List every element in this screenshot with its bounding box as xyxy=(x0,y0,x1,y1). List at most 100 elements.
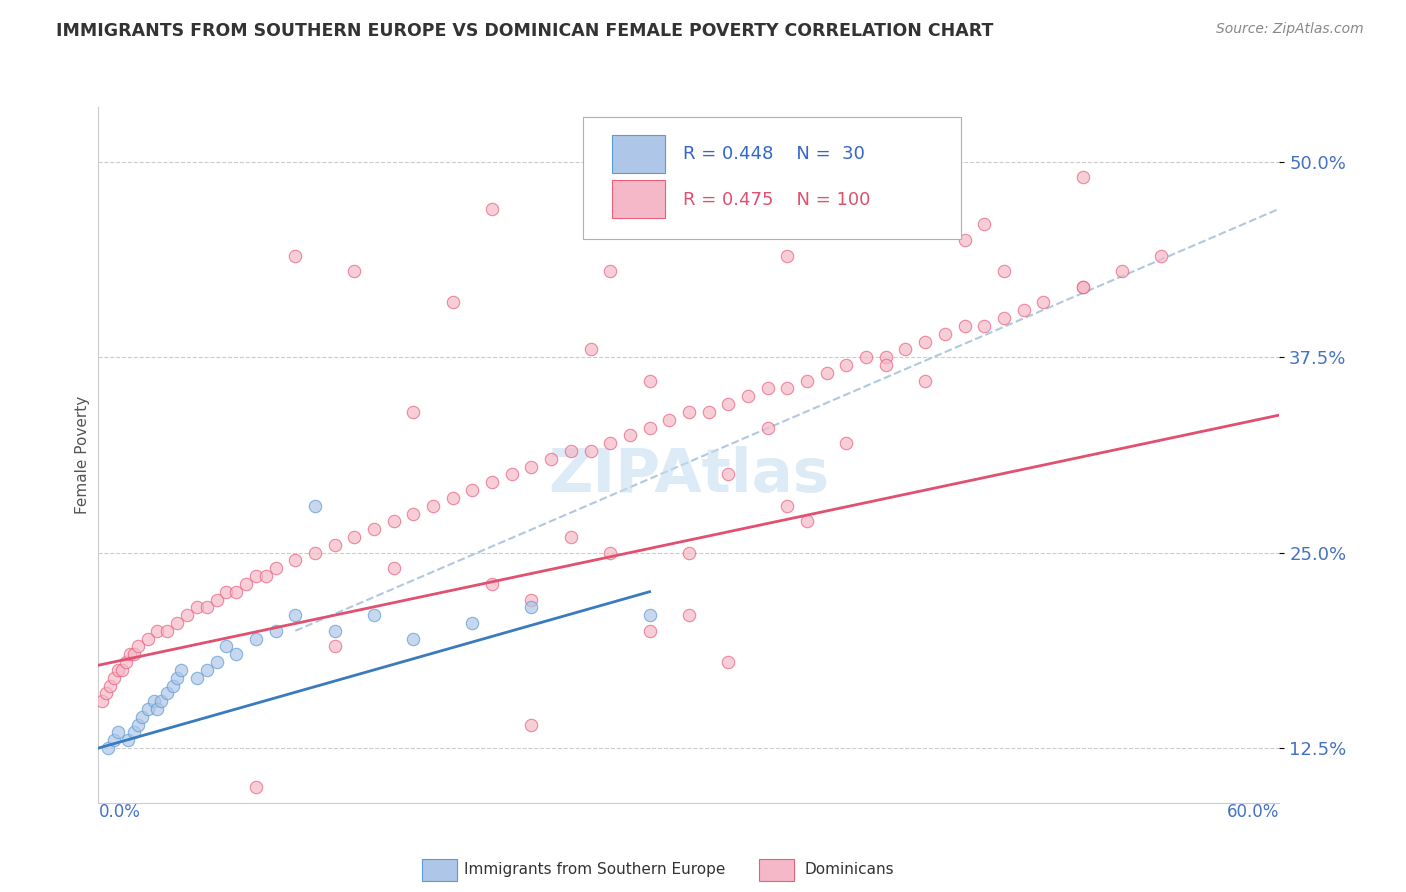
Point xyxy=(150,694,173,708)
Point xyxy=(894,343,917,357)
Point xyxy=(284,249,307,263)
Text: Dominicans: Dominicans xyxy=(804,863,894,877)
Point xyxy=(756,382,779,396)
Point xyxy=(973,217,995,231)
Point xyxy=(776,499,799,513)
Point xyxy=(756,420,779,434)
Point xyxy=(162,679,184,693)
Point xyxy=(284,553,307,567)
Point xyxy=(103,733,125,747)
Point xyxy=(678,405,700,419)
Point xyxy=(599,436,621,450)
Point xyxy=(343,530,366,544)
Text: Immigrants from Southern Europe: Immigrants from Southern Europe xyxy=(464,863,725,877)
Point xyxy=(323,624,346,638)
Point xyxy=(304,546,326,560)
Point xyxy=(835,436,858,450)
Point xyxy=(142,694,165,708)
Point xyxy=(658,413,681,427)
Point xyxy=(520,717,543,731)
Point xyxy=(107,725,129,739)
Point xyxy=(323,640,346,654)
Point xyxy=(1111,264,1133,278)
Point xyxy=(776,249,799,263)
Point xyxy=(579,444,602,458)
Text: 0.0%: 0.0% xyxy=(98,803,141,821)
Point xyxy=(855,350,877,364)
Point xyxy=(520,592,543,607)
Point xyxy=(540,451,562,466)
Point xyxy=(1071,280,1094,294)
Point xyxy=(382,561,405,575)
Point xyxy=(304,499,326,513)
Point xyxy=(934,326,956,341)
Point xyxy=(520,459,543,474)
Point xyxy=(973,318,995,333)
Point xyxy=(520,600,543,615)
Point xyxy=(481,475,503,490)
Point xyxy=(215,640,238,654)
Point xyxy=(638,374,661,388)
FancyBboxPatch shape xyxy=(612,180,665,219)
Point xyxy=(170,663,193,677)
Point xyxy=(186,600,208,615)
Point xyxy=(195,663,218,677)
Point xyxy=(717,655,740,669)
Point xyxy=(835,186,858,200)
Point xyxy=(363,608,385,623)
Point xyxy=(560,530,582,544)
Point xyxy=(254,569,277,583)
Point xyxy=(117,733,139,747)
Point xyxy=(441,491,464,505)
Point xyxy=(146,702,169,716)
Text: IMMIGRANTS FROM SOUTHERN EUROPE VS DOMINICAN FEMALE POVERTY CORRELATION CHART: IMMIGRANTS FROM SOUTHERN EUROPE VS DOMIN… xyxy=(56,22,994,40)
Point xyxy=(737,389,759,403)
Point xyxy=(481,202,503,216)
Point xyxy=(235,577,257,591)
Point xyxy=(91,694,114,708)
Point xyxy=(215,584,238,599)
Point xyxy=(156,624,179,638)
Point xyxy=(103,671,125,685)
Point xyxy=(638,420,661,434)
Point xyxy=(402,632,425,646)
Point xyxy=(343,264,366,278)
Point xyxy=(118,647,141,661)
Point xyxy=(776,382,799,396)
Point xyxy=(697,405,720,419)
Point xyxy=(914,334,936,349)
Point xyxy=(461,483,484,497)
Point xyxy=(579,343,602,357)
Point xyxy=(441,295,464,310)
Point xyxy=(638,624,661,638)
Point xyxy=(717,467,740,482)
Point xyxy=(195,600,218,615)
Text: R = 0.448    N =  30: R = 0.448 N = 30 xyxy=(683,145,865,162)
Point xyxy=(96,686,118,700)
Point xyxy=(363,522,385,536)
Point xyxy=(146,624,169,638)
Point xyxy=(717,397,740,411)
Point xyxy=(166,615,188,630)
Point xyxy=(461,615,484,630)
Point xyxy=(953,233,976,247)
Point xyxy=(323,538,346,552)
Point xyxy=(501,467,523,482)
Point xyxy=(678,608,700,623)
Point xyxy=(122,725,145,739)
Point xyxy=(245,780,267,794)
Point xyxy=(560,444,582,458)
Point xyxy=(875,358,897,372)
Point xyxy=(796,514,818,528)
Point xyxy=(127,640,149,654)
FancyBboxPatch shape xyxy=(582,118,960,239)
Point xyxy=(914,374,936,388)
Point xyxy=(678,546,700,560)
Y-axis label: Female Poverty: Female Poverty xyxy=(75,396,90,514)
Point xyxy=(176,608,198,623)
Point xyxy=(111,663,134,677)
Point xyxy=(953,318,976,333)
Point xyxy=(127,717,149,731)
Point xyxy=(1012,303,1035,318)
Point xyxy=(284,608,307,623)
